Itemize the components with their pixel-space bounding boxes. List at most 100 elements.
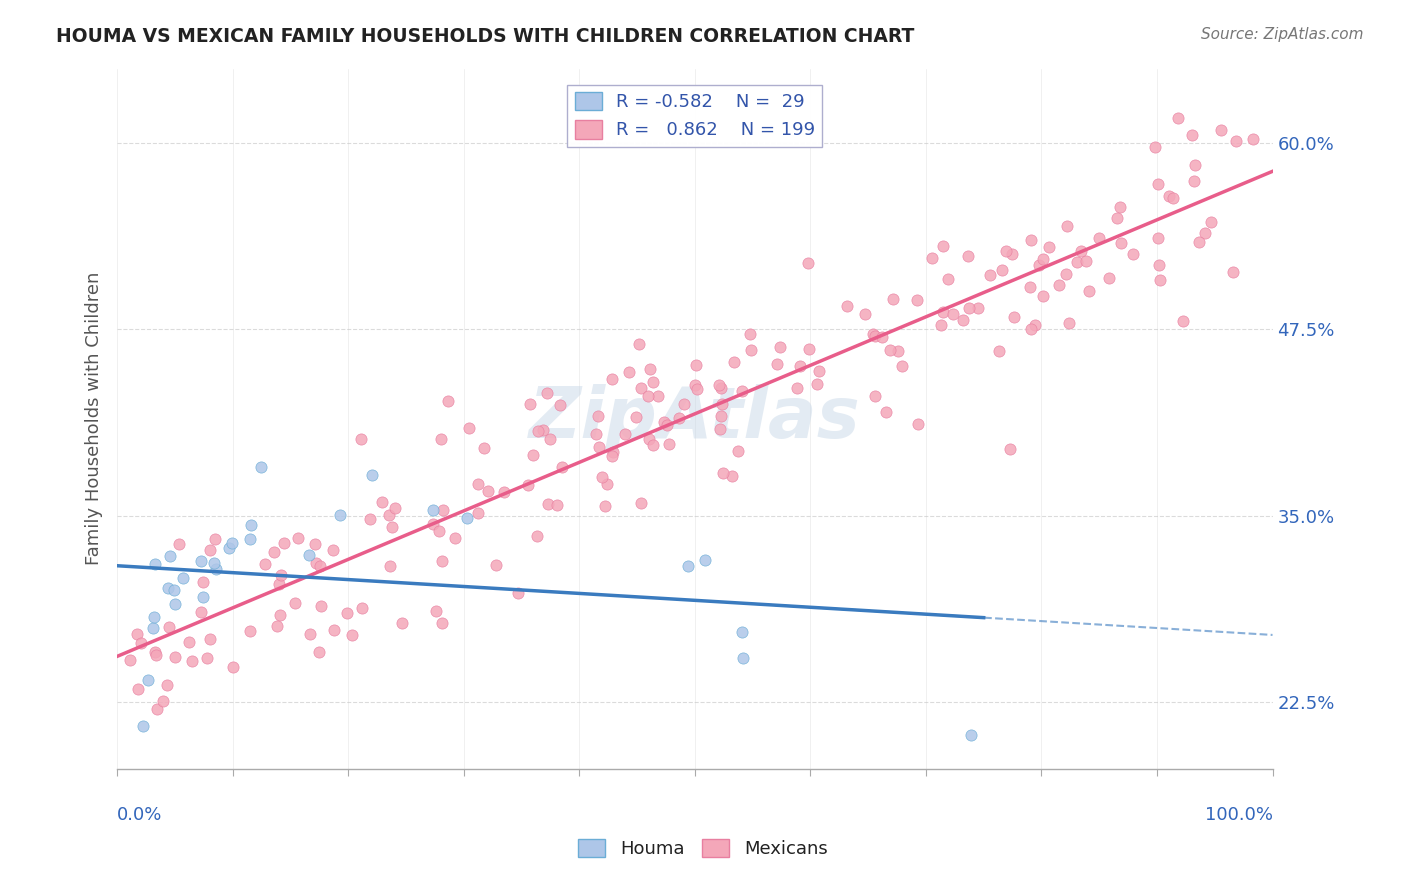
Point — [361, 467, 384, 482]
Point — [593, 499, 616, 513]
Point — [538, 432, 561, 446]
Point — [1038, 239, 1060, 253]
Point — [907, 417, 929, 431]
Point — [519, 397, 541, 411]
Point — [637, 432, 659, 446]
Point — [287, 531, 309, 545]
Point — [1167, 111, 1189, 125]
Point — [120, 653, 142, 667]
Point — [1181, 128, 1204, 142]
Point — [1019, 233, 1042, 247]
Point — [299, 627, 322, 641]
Point — [359, 512, 381, 526]
Point — [727, 443, 749, 458]
Point — [163, 583, 186, 598]
Point — [456, 511, 478, 525]
Point — [1157, 189, 1180, 203]
Point — [309, 559, 332, 574]
Point — [551, 459, 574, 474]
Point — [1222, 265, 1244, 279]
Point — [942, 307, 965, 321]
Point — [267, 576, 290, 591]
Point — [711, 467, 734, 481]
Point — [596, 477, 619, 491]
Point — [1057, 316, 1080, 330]
Point — [526, 529, 548, 543]
Point — [960, 728, 983, 742]
Point — [658, 437, 681, 451]
Point — [614, 426, 637, 441]
Point — [668, 411, 690, 425]
Point — [129, 635, 152, 649]
Point — [145, 648, 167, 663]
Point — [193, 574, 215, 589]
Point — [308, 645, 330, 659]
Point — [254, 558, 277, 572]
Point — [995, 244, 1018, 258]
Point — [125, 627, 148, 641]
Point — [136, 673, 159, 687]
Point — [929, 318, 952, 332]
Point — [1163, 190, 1185, 204]
Point — [195, 650, 218, 665]
Point — [932, 239, 955, 253]
Point — [588, 440, 610, 454]
Point — [673, 397, 696, 411]
Point — [936, 272, 959, 286]
Point — [157, 620, 180, 634]
Point — [342, 628, 364, 642]
Point — [142, 609, 165, 624]
Point — [731, 384, 754, 399]
Point — [422, 503, 444, 517]
Point — [1147, 231, 1170, 245]
Point — [1032, 252, 1054, 266]
Point — [1241, 132, 1264, 146]
Point — [371, 495, 394, 509]
Point — [988, 343, 1011, 358]
Point — [630, 381, 652, 395]
Point — [1032, 288, 1054, 302]
Point — [546, 498, 568, 512]
Point — [657, 418, 679, 433]
Point — [323, 623, 346, 637]
Point — [204, 532, 226, 546]
Point — [979, 268, 1001, 282]
Point — [853, 307, 876, 321]
Point — [1047, 278, 1070, 293]
Point — [1171, 314, 1194, 328]
Point — [425, 604, 447, 618]
Point — [298, 548, 321, 562]
Point — [1078, 285, 1101, 299]
Point — [731, 625, 754, 640]
Point — [738, 327, 761, 342]
Point — [600, 372, 623, 386]
Point — [132, 719, 155, 733]
Point — [263, 544, 285, 558]
Point — [146, 702, 169, 716]
Point — [647, 389, 669, 403]
Point — [1147, 177, 1170, 191]
Point — [1211, 123, 1233, 137]
Point — [239, 517, 262, 532]
Point — [905, 293, 928, 307]
Point — [740, 343, 762, 357]
Point — [329, 508, 352, 522]
Y-axis label: Family Households with Children: Family Households with Children — [86, 272, 103, 566]
Point — [467, 476, 489, 491]
Point — [548, 399, 571, 413]
Point — [1098, 270, 1121, 285]
Point — [1199, 215, 1222, 229]
Point — [1105, 211, 1128, 226]
Point — [686, 382, 709, 396]
Text: 0.0%: 0.0% — [117, 806, 163, 824]
Point — [200, 542, 222, 557]
Point — [159, 549, 181, 563]
Point — [336, 607, 359, 621]
Point — [807, 363, 830, 377]
Point — [932, 305, 955, 319]
Point — [218, 541, 240, 555]
Point — [723, 355, 745, 369]
Point — [768, 340, 790, 354]
Point — [875, 405, 897, 419]
Point — [835, 300, 858, 314]
